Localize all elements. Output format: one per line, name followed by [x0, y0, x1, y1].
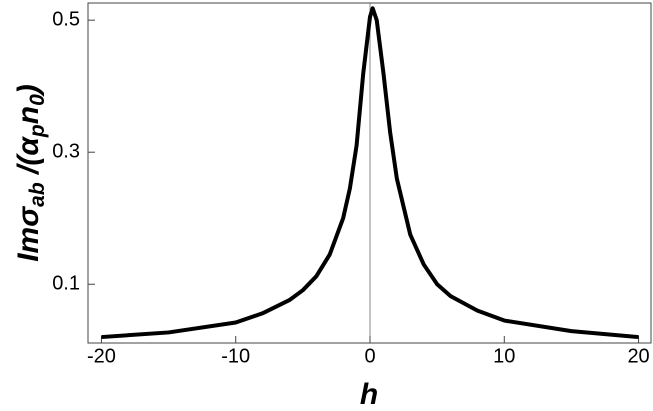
x-tick-label: 0 [364, 345, 375, 367]
y-axis-label: Imσab /(αpn0) [12, 84, 49, 262]
line-series [101, 6, 639, 340]
x-tick-label: -10 [221, 345, 250, 367]
y-tick-label: 0.3 [52, 140, 80, 162]
y-label-subscript: ab [26, 182, 49, 207]
x-axis-label: h [360, 378, 378, 411]
y-label-subscript: 0 [26, 94, 49, 106]
y-label-part: ) [12, 84, 45, 97]
x-tick-label: 10 [493, 345, 515, 367]
x-tick-label: -20 [87, 345, 116, 367]
y-tick-label: 0.5 [52, 8, 80, 30]
y-label-part: n [12, 106, 45, 124]
y-label-part: /(α [12, 136, 45, 183]
y-tick-label: 0.1 [52, 273, 80, 295]
y-label-part: Im [12, 227, 45, 262]
x-tick-label: 20 [627, 345, 649, 367]
y-label-part: σ [12, 206, 45, 227]
y-label-subscript: p [26, 124, 49, 138]
